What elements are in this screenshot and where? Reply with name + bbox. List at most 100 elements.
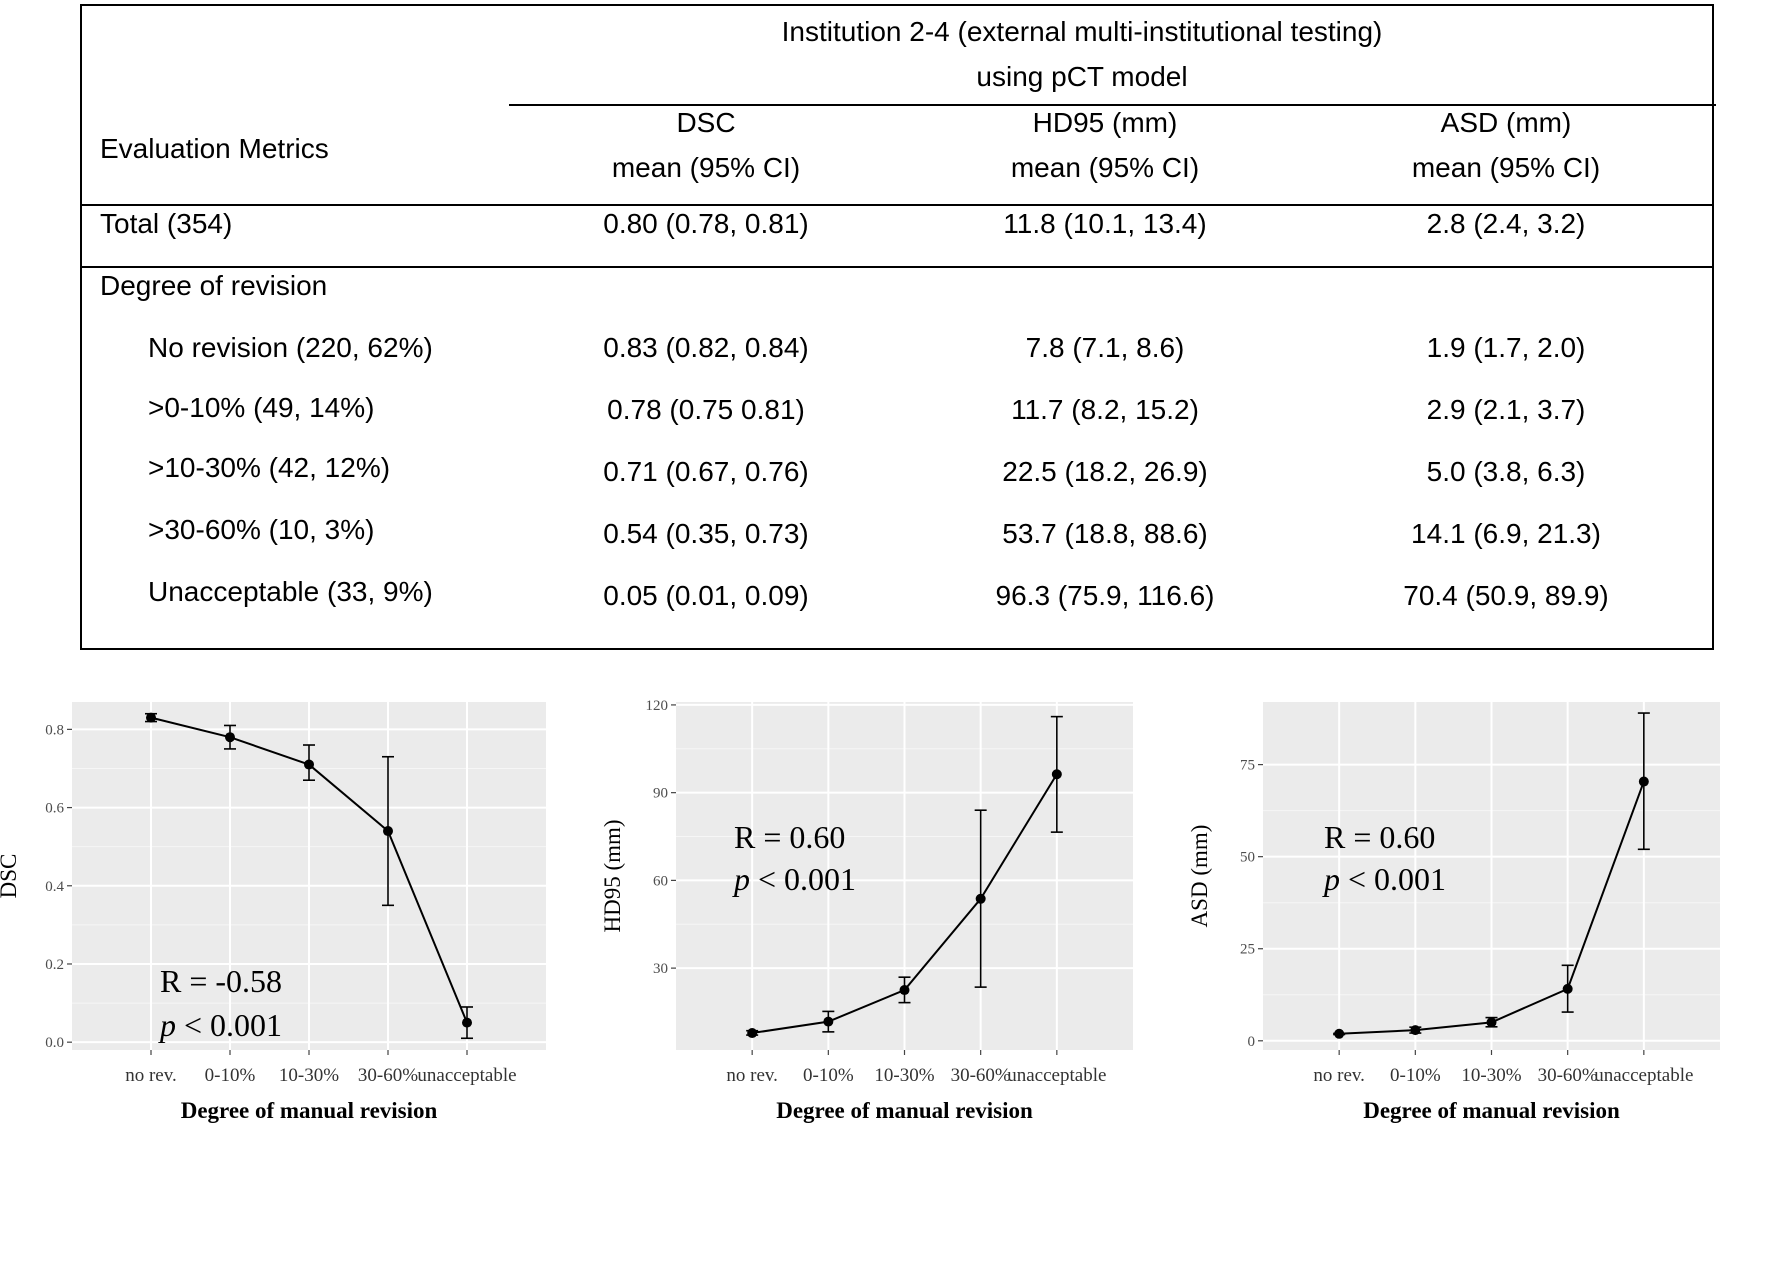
y-tick-label: 25 [1240,942,1255,958]
data-point [383,826,393,837]
dsc-chart: 0.0 0.2 0.4 0.6 0.8 no rev. 0-10% 10-30% 30-60% u… [0,702,546,1123]
p-value-text: < 0.001 [176,1007,282,1043]
x-tick-label: no rev. [125,1065,177,1086]
y-tick-label: 75 [1240,758,1255,774]
results-table: Institution 2-4 (external multi-institut… [80,4,1716,650]
row-label-30-60: >30-60% (10, 3%) [148,514,375,545]
row-value-hd95: 53.7 (18.8, 88.6) [1002,518,1208,549]
row-value-hd95: 11.7 (8.2, 15.2) [1011,394,1199,425]
x-tick-label: 0-10% [803,1065,854,1086]
row-value-asd: 5.0 (3.8, 6.3) [1426,456,1586,487]
y-tick-label: 0.2 [45,957,64,973]
data-point [1486,1017,1497,1028]
x-axis-title: Degree of manual revision [1363,1098,1620,1123]
p-symbol: p [732,861,750,897]
y-tick-label: 0.8 [45,722,64,738]
x-tick-label: 10-30% [1461,1065,1521,1086]
y-tick-label: 50 [1240,850,1255,866]
y-tick-label: 120 [646,698,669,714]
correlation-annotation: R = 0.60 [1324,819,1435,855]
row-value-dsc: 0.05 (0.01, 0.09) [603,580,809,611]
data-point [747,1028,758,1039]
col-header-asd: ASD (mm) [1440,107,1572,138]
p-value-annotation: p < 0.001 [732,861,856,897]
total-hd95: 11.8 (10.1, 13.4) [1003,208,1207,239]
y-tick-label: 0 [1248,1034,1256,1050]
row-value-dsc: 0.78 (0.75 0.81) [607,394,805,425]
total-asd: 2.8 (2.4, 3.2) [1426,208,1586,239]
data-point [823,1016,834,1027]
x-tick-label: 30-60% [951,1065,1011,1086]
data-point [975,893,986,904]
y-axis-title: HD95 (mm) [600,819,625,932]
y-axis-title: ASD (mm) [1187,825,1212,928]
row-value-dsc: 0.71 (0.67, 0.76) [603,456,809,487]
p-value-annotation: p < 0.001 [158,1007,282,1043]
table-title-line1: Institution 2-4 (external multi-institut… [781,16,1383,47]
row-value-asd: 70.4 (50.9, 89.9) [1403,580,1609,611]
row-label-10-30: >10-30% (42, 12%) [148,452,391,483]
col-sub-asd: mean (95% CI) [1411,152,1601,183]
p-symbol: p [158,1007,176,1043]
col-sub-dsc: mean (95% CI) [611,152,801,183]
p-value-text: < 0.001 [1340,861,1446,897]
data-point [225,732,235,743]
x-tick-label: 0-10% [1390,1065,1441,1086]
row-value-hd95: 7.8 (7.1, 8.6) [1025,332,1185,363]
x-tick-label: no rev. [1313,1065,1365,1086]
x-tick-label: no rev. [726,1065,778,1086]
group-label: Degree of revision [100,270,328,301]
data-point [146,712,156,723]
y-tick-label: 0.6 [45,801,64,817]
header-divider [509,104,1716,106]
y-tick-label: 0.0 [45,1035,64,1051]
y-tick-label: 90 [653,786,668,802]
p-value-annotation: p < 0.001 [1322,861,1446,897]
p-symbol: p [1322,861,1340,897]
asd-chart: 0 25 50 75 no rev. 0-10% 10-30% 30-60%unaccepta… [1187,702,1720,1123]
table-title-line2: using pCT model [976,61,1188,92]
header-bottom-rule [82,204,1712,206]
row-value-hd95: 22.5 (18.2, 26.9) [1002,456,1208,487]
data-point [1562,983,1573,994]
data-point [1051,769,1062,780]
data-point [899,985,910,996]
total-label: Total (354) [100,208,233,239]
p-value-text: < 0.001 [750,861,856,897]
data-point [1638,776,1649,787]
col-sub-hd95: mean (95% CI) [1010,152,1200,183]
row-value-dsc: 0.83 (0.82, 0.84) [603,332,809,363]
row-label-unacceptable: Unacceptable (33, 9%) [148,576,433,607]
row-header: Evaluation Metrics [100,133,329,164]
x-tick-label: unacceptable [1594,1065,1693,1086]
x-tick-label: 10-30% [279,1065,339,1086]
total-bottom-rule [82,266,1712,268]
y-tick-label: 0.4 [45,879,64,895]
x-tick-label: 10-30% [874,1065,934,1086]
data-point [462,1017,472,1028]
row-value-asd: 14.1 (6.9, 21.3) [1411,518,1601,549]
col-header-dsc: DSC [676,107,736,138]
row-value-hd95: 96.3 (75.9, 116.6) [995,580,1215,611]
correlation-annotation: R = -0.58 [160,963,282,999]
row-value-asd: 2.9 (2.1, 3.7) [1426,394,1586,425]
row-value-dsc: 0.54 (0.35, 0.73) [603,518,809,549]
data-point [304,759,314,770]
row-value-asd: 1.9 (1.7, 2.0) [1426,332,1586,363]
correlation-annotation: R = 0.60 [734,819,845,855]
y-tick-label: 30 [653,961,668,977]
x-tick-label: 0-10% [205,1065,256,1086]
total-dsc: 0.80 (0.78, 0.81) [603,208,809,239]
hd95-chart: 30 60 90 120 no rev. 0-10% 10-30% 30-60%unaccep… [600,698,1133,1123]
x-axis-title: Degree of manual revision [776,1098,1033,1123]
data-point [1410,1025,1421,1036]
x-tick-label: 30-60% [358,1065,418,1086]
x-tick-label: 30-60% [1538,1065,1598,1086]
x-axis-title: Degree of manual revision [181,1098,438,1123]
row-label-no-revision: No revision (220, 62%) [148,332,433,363]
data-point [1334,1028,1345,1039]
y-axis-title: DSC [0,854,21,899]
x-tick-label: unacceptable [1007,1065,1106,1086]
x-tick-label: unacceptable [417,1065,516,1086]
col-header-hd95: HD95 (mm) [1032,107,1178,138]
